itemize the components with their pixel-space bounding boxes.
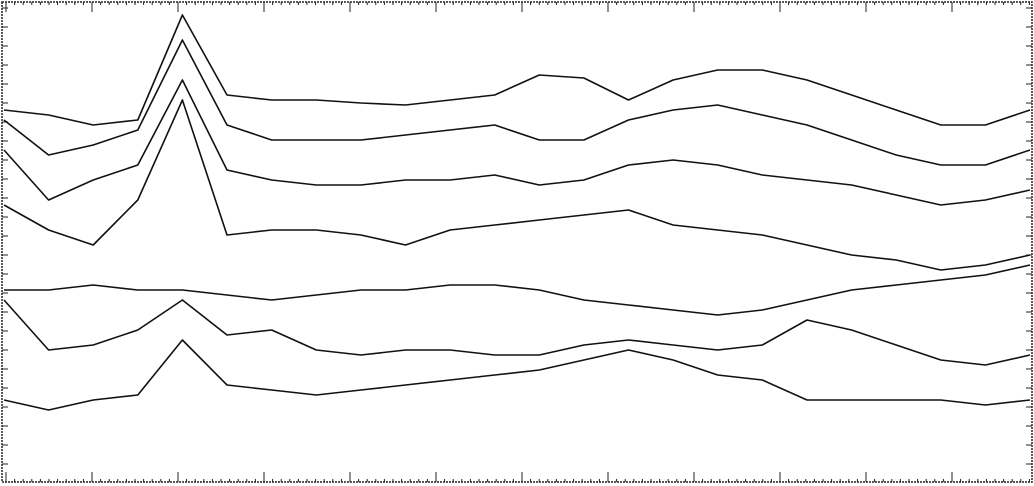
trace-line bbox=[4, 264, 1031, 316]
trace-line bbox=[3, 339, 1031, 411]
trace-line bbox=[3, 99, 1031, 271]
trace-line bbox=[3, 39, 1031, 166]
trace-line bbox=[3, 14, 1031, 126]
trace-line bbox=[3, 79, 1031, 206]
trace-line bbox=[3, 299, 1031, 366]
